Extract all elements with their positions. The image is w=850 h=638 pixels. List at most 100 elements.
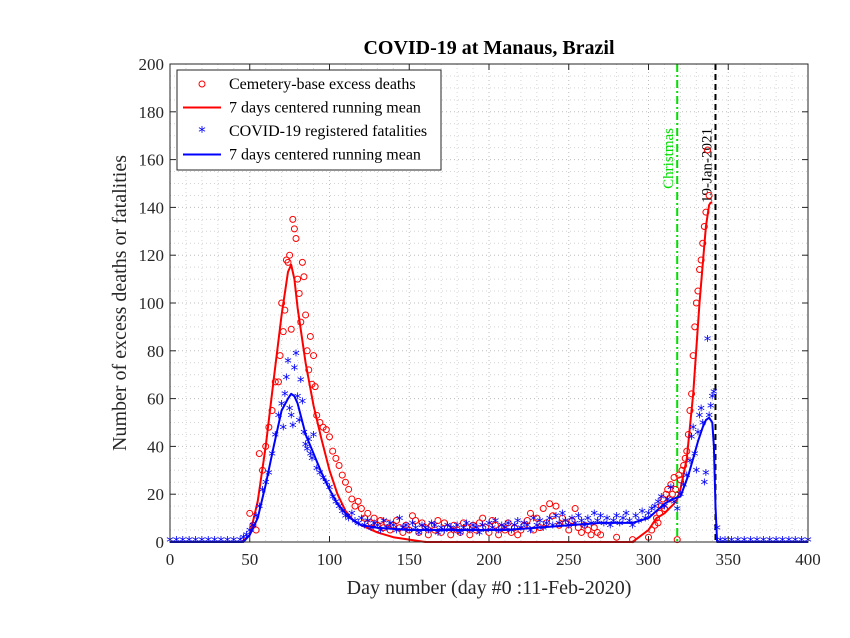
data-point-circle [514, 531, 522, 539]
data-point-star: * [673, 502, 681, 520]
data-point-star: * [457, 526, 465, 544]
y-tick-label: 100 [139, 294, 165, 313]
data-point-star: * [450, 523, 458, 541]
data-point-circle [688, 390, 696, 398]
data-point-star: * [648, 502, 656, 520]
data-point-star: * [651, 500, 659, 518]
data-point-circle [495, 531, 503, 539]
data-point-circle [289, 215, 297, 223]
data-point-star: * [364, 514, 372, 532]
data-point-star: * [294, 390, 302, 408]
x-tick-label: 350 [716, 550, 742, 569]
y-tick-label: 40 [147, 437, 164, 456]
data-point-star: * [697, 402, 705, 420]
data-point-star: * [299, 394, 307, 412]
data-point-circle [705, 191, 713, 199]
data-point-star: * [485, 516, 493, 534]
data-point-circle [652, 514, 660, 522]
data-point-star: * [693, 464, 701, 482]
data-point-circle [290, 225, 298, 233]
data-point-star: * [559, 507, 567, 525]
data-point-star: * [696, 409, 704, 427]
data-point-circle [673, 536, 681, 544]
data-point-star: * [530, 511, 538, 529]
data-point-star: * [383, 521, 391, 539]
data-point-star: * [431, 519, 439, 537]
data-point-circle [246, 509, 254, 517]
data-point-circle [305, 366, 313, 374]
data-point-star: * [286, 402, 294, 420]
data-point-star: * [691, 447, 699, 465]
data-point-circle [354, 497, 362, 505]
data-point-star: * [441, 523, 449, 541]
data-point-circle [357, 505, 365, 513]
data-point-star: * [283, 370, 291, 388]
data-point-star: * [278, 397, 286, 415]
data-point-circle [408, 512, 416, 520]
y-axis-title: Number of excess deaths or fatalities [109, 155, 131, 451]
data-point-star: * [600, 516, 608, 534]
data-point-star: * [396, 511, 404, 529]
data-point-star: * [476, 526, 484, 544]
data-point-star: * [616, 516, 624, 534]
legend-entry: Cemetery-base excess deaths [198, 76, 416, 93]
data-point-star: * [332, 495, 340, 513]
legend-circle-swatch [198, 80, 206, 88]
y-tick-label: 160 [139, 151, 165, 170]
vline-label-0: Christmas [661, 128, 677, 189]
data-point-circle [668, 490, 676, 498]
data-point-star: * [704, 332, 712, 350]
data-point-circle [584, 526, 592, 534]
data-point-circle [370, 514, 378, 522]
data-point-circle [434, 516, 442, 524]
data-point-circle [311, 383, 319, 391]
data-point-star: * [587, 516, 595, 534]
data-point-circle [546, 500, 554, 508]
data-point-star: * [539, 521, 547, 539]
series-3 [170, 392, 808, 543]
data-point-star: * [613, 509, 621, 527]
data-point-star: * [511, 519, 519, 537]
data-point-star: * [578, 514, 586, 532]
data-point-star: * [606, 519, 614, 537]
data-point-star: * [284, 354, 292, 372]
data-point-circle [377, 516, 385, 524]
data-point-star: * [289, 418, 297, 436]
data-point-star: * [543, 516, 551, 534]
data-point-circle [332, 454, 340, 462]
data-point-star: * [434, 526, 442, 544]
data-point-circle [466, 531, 474, 539]
data-point-star: * [291, 361, 299, 379]
data-point-star: * [348, 507, 356, 525]
data-point-star: * [303, 442, 311, 460]
data-point-circle [568, 516, 576, 524]
data-point-star: * [661, 500, 669, 518]
data-point-star: * [310, 428, 318, 446]
data-point-circle [488, 516, 496, 524]
x-tick-label: 150 [397, 550, 423, 569]
data-point-star: * [622, 507, 630, 525]
data-point-star: * [295, 414, 303, 432]
data-point-star: * [549, 519, 557, 537]
data-point-star: * [316, 466, 324, 484]
data-point-star: * [520, 516, 528, 534]
x-axis-title: Day number (day #0 :11-Feb-2020) [347, 577, 632, 599]
data-point-circle [542, 519, 550, 527]
data-point-star: * [498, 519, 506, 537]
data-point-circle [286, 251, 294, 259]
data-point-circle [459, 519, 467, 527]
data-point-star: * [297, 373, 305, 391]
data-point-star: * [658, 490, 666, 508]
data-point-star: * [275, 409, 283, 427]
data-point-star: * [575, 509, 583, 527]
data-point-star: * [686, 454, 694, 472]
vline-label-1: 19-Jan-2021 [699, 128, 715, 203]
data-point-circle [676, 476, 684, 484]
legend-entry: 7 days centered running mean [183, 100, 421, 117]
y-tick-label: 60 [147, 390, 164, 409]
x-tick-label: 200 [476, 550, 502, 569]
y-tick-label: 20 [147, 485, 164, 504]
data-point-star: * [342, 509, 350, 527]
data-point-star: * [591, 507, 599, 525]
